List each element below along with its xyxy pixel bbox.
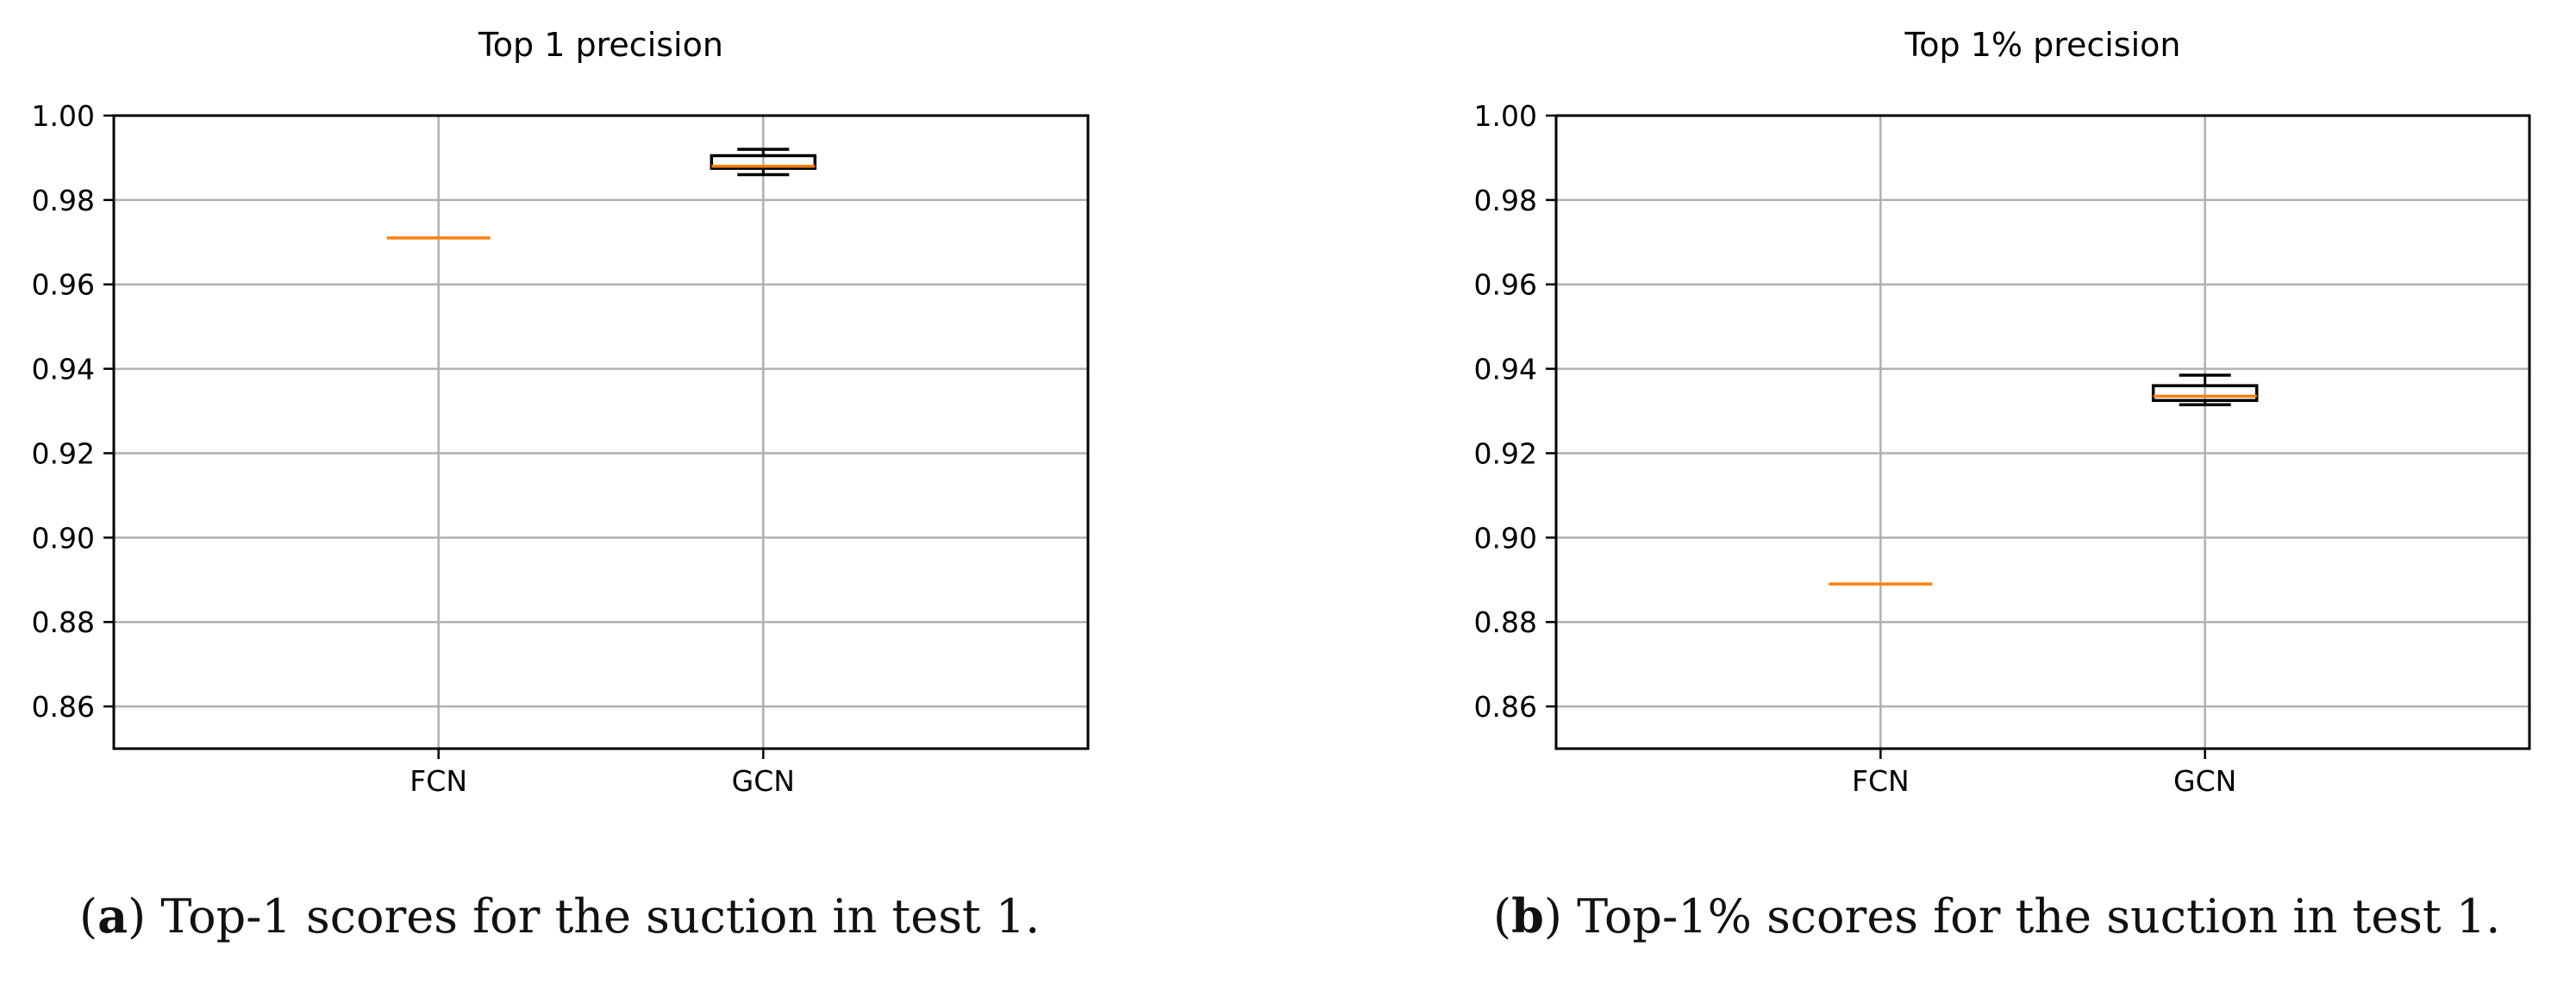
axes-frame: [112, 114, 1090, 750]
caption-b-label: b: [1511, 888, 1544, 944]
y-tick-label: 0.96: [32, 268, 95, 302]
y-tick-label: 0.98: [1474, 184, 1537, 217]
iqr-box: [2151, 384, 2259, 403]
y-tick-label: 0.88: [32, 605, 95, 639]
y-tick-label: 0.86: [32, 690, 95, 724]
x-tick-label-fcn: FCN: [410, 764, 467, 798]
y-tick-label: 0.90: [32, 521, 95, 555]
box-gcn: [2151, 373, 2259, 406]
caption-b: (b) Top-1% scores for the suction in tes…: [1493, 888, 2501, 944]
caption-a-label: a: [97, 888, 128, 944]
x-tick-label-fcn: FCN: [1852, 764, 1910, 798]
y-tick-label: 0.94: [1474, 353, 1537, 386]
chart-panel-2: 0.86 0.88 0.90 0.92 0.94 0.96 0.98 1.00 FCN GCN To…: [1474, 26, 2531, 798]
y-tick-label: 0.88: [1474, 605, 1537, 639]
y-tick-label: 0.86: [1474, 690, 1537, 724]
x-tick-label-gcn: GCN: [732, 764, 795, 798]
y-tick-label: 0.90: [1474, 521, 1537, 555]
chart-title: Top 1% precision: [1904, 26, 2181, 64]
x-tick-label-gcn: GCN: [2173, 764, 2236, 798]
box-gcn: [710, 147, 817, 177]
iqr-box: [710, 154, 817, 170]
y-tick-label: 0.94: [32, 353, 95, 386]
axes-frame: [1554, 114, 2531, 750]
chart-panel-1: 0.86 0.88 0.90 0.92 0.94 0.96 0.98 1.00 FCN GCN To…: [32, 26, 1090, 798]
y-tick-label: 0.96: [1474, 268, 1537, 302]
caption-a: (a) Top-1 scores for the suction in test…: [79, 888, 1041, 944]
y-tick-label: 0.92: [1474, 436, 1537, 470]
y-tick-label: 0.98: [32, 184, 95, 217]
chart-title: Top 1 precision: [478, 26, 723, 64]
caption-a-text: Top-1 scores for the suction in test 1.: [146, 889, 1041, 944]
y-tick-label: 0.92: [32, 436, 95, 470]
y-tick-label: 1.00: [1474, 99, 1537, 133]
caption-b-text: Top-1% scores for the suction in test 1.: [1561, 889, 2501, 944]
y-tick-label: 1.00: [32, 99, 95, 133]
